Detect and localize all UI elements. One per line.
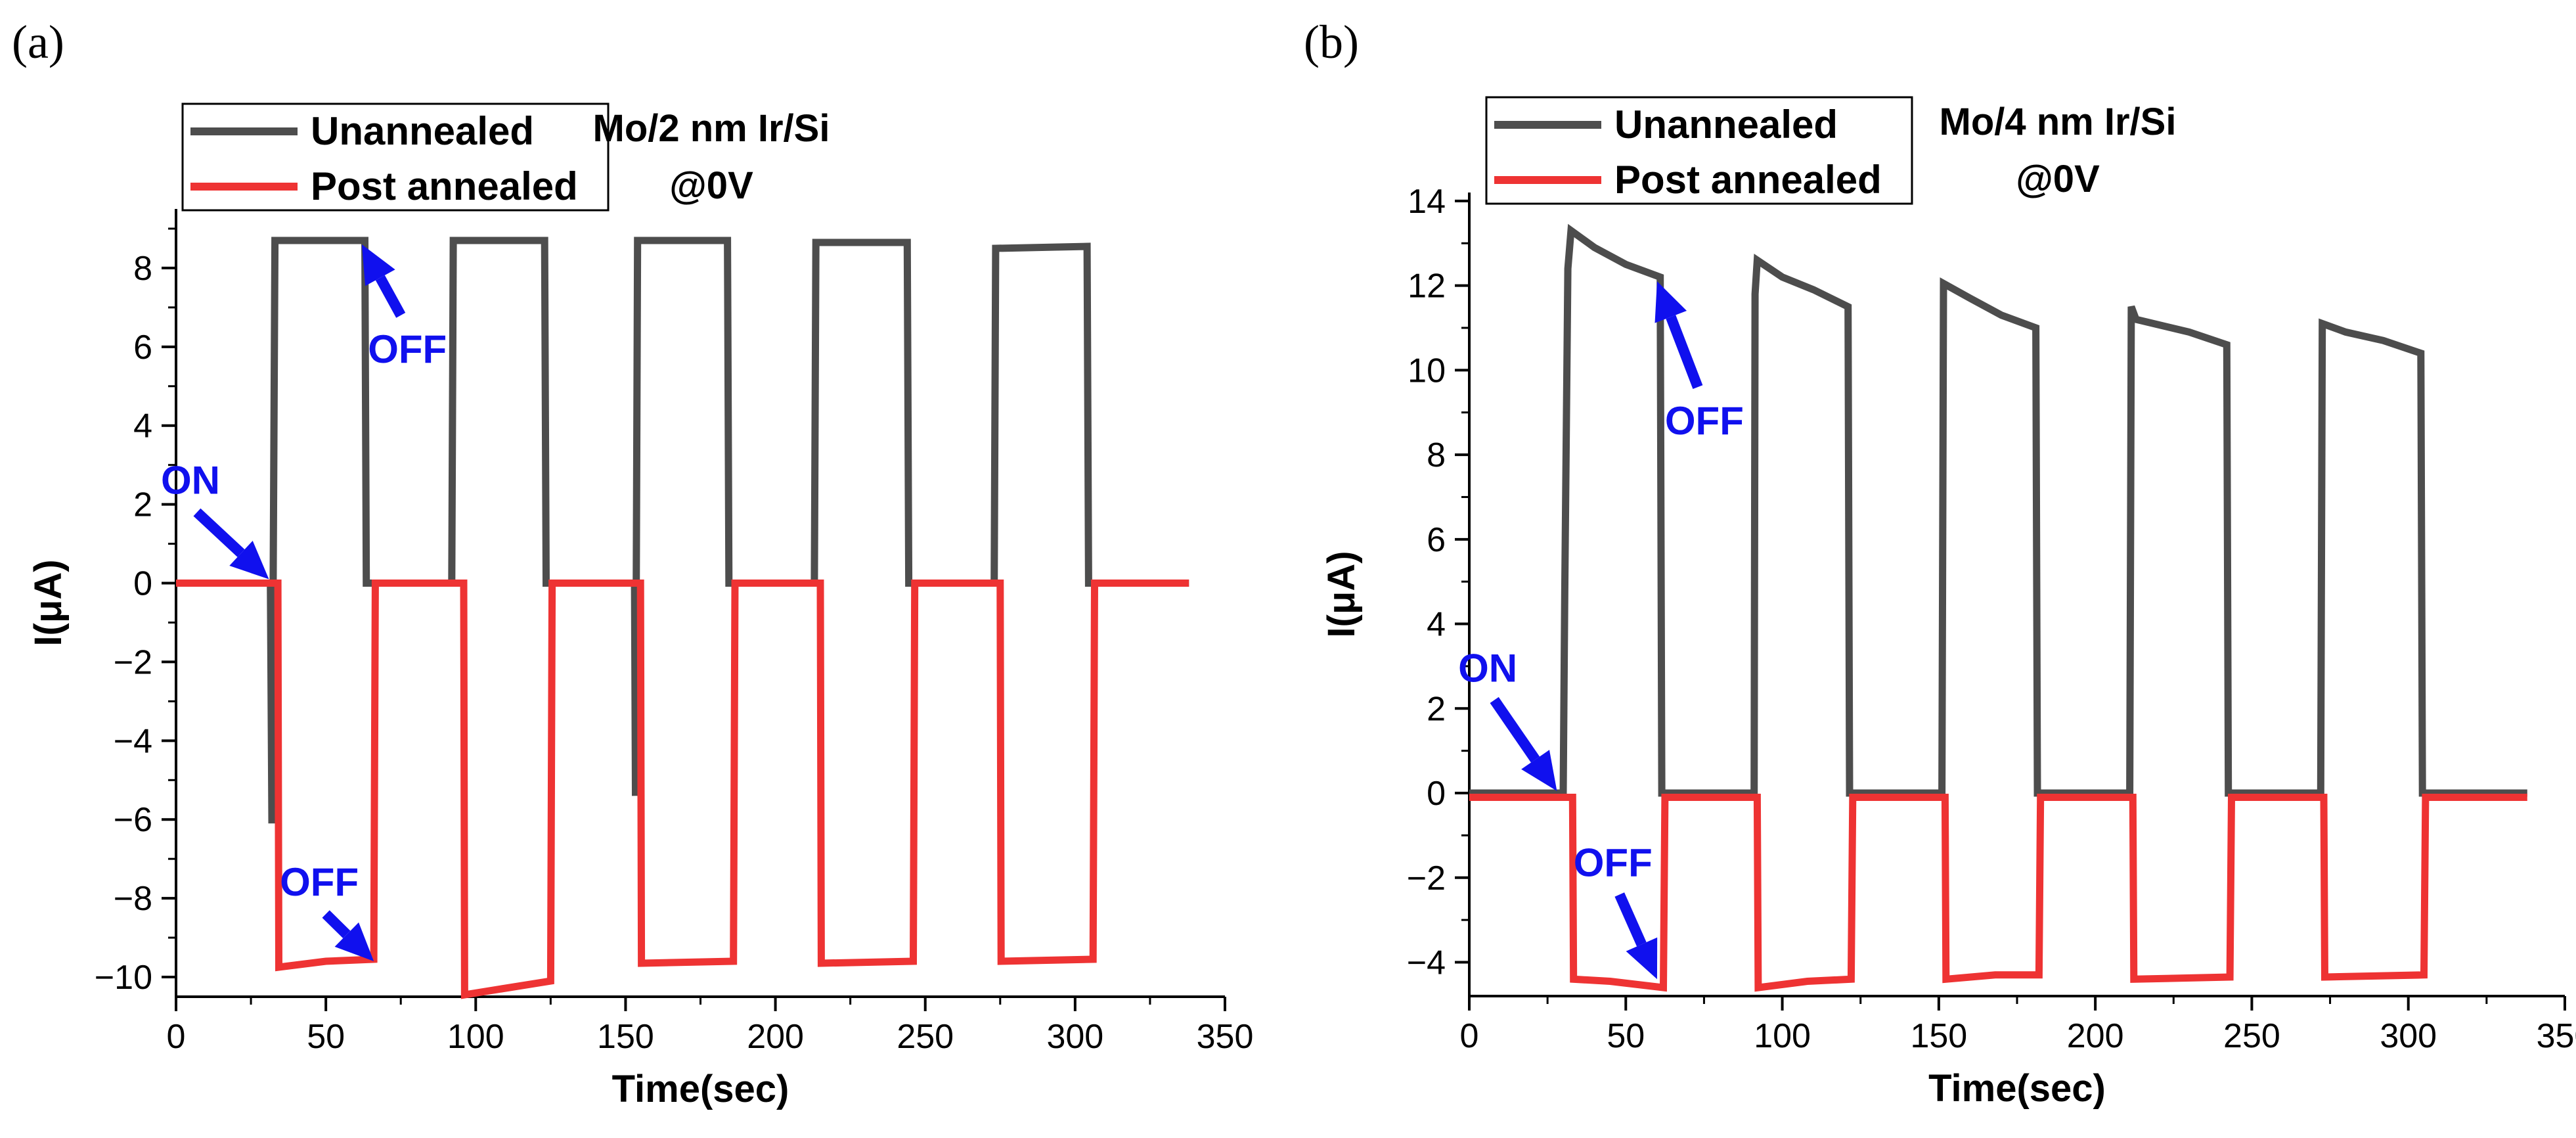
y-tick-label: −2 <box>114 643 152 681</box>
sample-annotation: Mo/2 nm Ir/Si <box>593 107 830 150</box>
y-tick-label: 2 <box>133 486 152 524</box>
panel-label: (b) <box>1304 16 1359 68</box>
y-tick-label: −8 <box>114 880 152 918</box>
arrow-head-icon <box>361 244 395 286</box>
y-tick-label: 10 <box>1408 352 1446 390</box>
x-tick-label: 350 <box>1197 1018 1254 1056</box>
x-tick-label: 50 <box>307 1018 345 1056</box>
x-tick-label: 250 <box>2223 1017 2280 1055</box>
y-tick-label: 6 <box>133 329 152 367</box>
x-tick-label: 50 <box>1607 1017 1645 1055</box>
legend-box <box>181 102 610 212</box>
x-tick-label: 300 <box>1046 1018 1103 1056</box>
sample-annotation: Mo/4 nm Ir/Si <box>1940 101 2177 143</box>
y-tick-label: 8 <box>133 250 152 288</box>
x-tick-label: 300 <box>2380 1017 2437 1055</box>
x-tick-label: 250 <box>897 1018 954 1056</box>
y-tick-label: 6 <box>1427 521 1446 559</box>
y-tick-label: 0 <box>1427 775 1446 813</box>
arrow-label-off: OFF <box>1574 841 1653 885</box>
x-tick-label: 100 <box>1754 1017 1811 1055</box>
legend: Unannealed Post annealed <box>181 102 610 212</box>
arrow-head-icon <box>229 540 269 580</box>
x-axis-title: Time(sec) <box>612 1068 789 1110</box>
series-line-post-annealed <box>176 580 1189 999</box>
y-tick-label: −4 <box>114 722 152 760</box>
x-axis-title: Time(sec) <box>1928 1067 2106 1110</box>
y-tick-label: 8 <box>1427 436 1446 474</box>
x-tick-label: 150 <box>597 1018 654 1056</box>
y-tick-label: 4 <box>1427 606 1446 644</box>
x-tick-label: 200 <box>747 1018 804 1056</box>
annotation-arrow <box>1666 315 1703 389</box>
y-tick-label: 0 <box>133 565 152 603</box>
arrow-head-icon <box>334 922 374 962</box>
y-tick-label: −6 <box>114 801 152 839</box>
legend-label: Post annealed <box>311 164 578 208</box>
chart-panel-b: (b) 0 50 100 150 200 250 300 350 −4 −2 0 2 4 6 8 10 12 14 T… <box>1304 16 2576 1110</box>
y-tick-label: 4 <box>133 407 152 445</box>
arrow-label-on: ON <box>161 459 220 503</box>
series-line-unannealed <box>176 237 1189 824</box>
annotation-arrow <box>1490 696 1540 763</box>
legend-label: Post annealed <box>1614 158 1882 202</box>
arrow-label-off: OFF <box>280 860 359 904</box>
chart-panel-a: (a) 0 50 100 150 200 250 300 350 −10 −8 −6 −4 −2 0 2 4 6 8… <box>12 16 1253 1110</box>
annotation-arrow <box>375 275 406 318</box>
arrow-head-icon <box>1654 281 1687 323</box>
x-tick-label: 150 <box>1910 1017 1967 1055</box>
y-tick-label: 2 <box>1427 690 1446 728</box>
annotation-arrow <box>1614 892 1647 947</box>
y-tick-label: −2 <box>1407 859 1446 898</box>
arrow-head-icon <box>1521 750 1557 791</box>
y-tick-label: −10 <box>95 959 152 997</box>
x-tick-label: 0 <box>1460 1017 1479 1055</box>
x-tick-label: 0 <box>167 1018 186 1056</box>
annotation-arrow <box>193 508 245 557</box>
x-tick-label: 100 <box>447 1018 504 1056</box>
panel-label: (a) <box>12 16 64 68</box>
legend: Unannealed Post annealed <box>1485 96 1913 205</box>
series-line-unannealed <box>1469 223 2527 797</box>
y-axis-title: I(μA) <box>1320 551 1363 637</box>
legend-box <box>1485 96 1913 205</box>
y-tick-label: 12 <box>1408 267 1446 306</box>
legend-label: Unannealed <box>1614 102 1838 147</box>
x-tick-label: 200 <box>2067 1017 2124 1055</box>
x-tick-label: 350 <box>2537 1017 2576 1055</box>
y-axis-title: I(μA) <box>27 559 70 646</box>
arrow-head-icon <box>1626 937 1658 980</box>
annotation-arrow <box>322 910 351 939</box>
y-tick-label: 14 <box>1408 183 1446 221</box>
legend-label: Unannealed <box>311 109 534 153</box>
arrow-label-on: ON <box>1458 646 1517 690</box>
sample-annotation: @0V <box>2016 158 2100 200</box>
y-tick-label: −4 <box>1407 944 1446 982</box>
series-line-post-annealed <box>1469 794 2527 992</box>
arrow-label-off: OFF <box>368 327 447 371</box>
sample-annotation: @0V <box>669 164 753 207</box>
arrow-label-off: OFF <box>1665 399 1744 443</box>
